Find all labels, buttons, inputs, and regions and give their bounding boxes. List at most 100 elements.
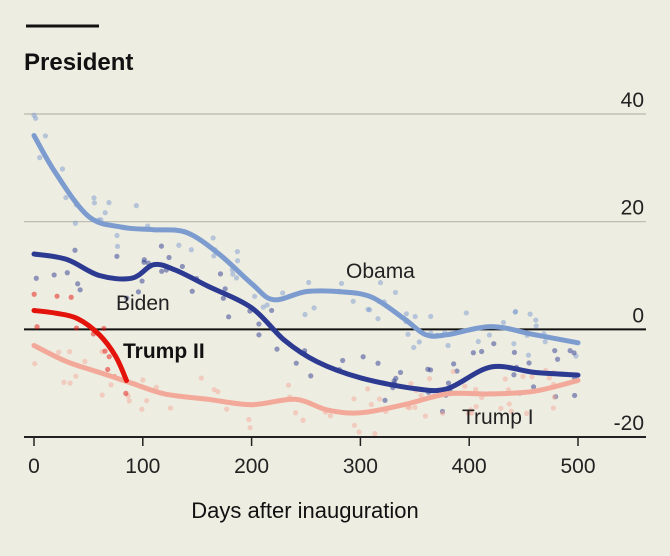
scatter-point (166, 254, 172, 261)
scatter-point (293, 410, 299, 416)
scatter-point (365, 386, 371, 392)
scatter-point (491, 341, 497, 347)
scatter-point (572, 392, 578, 399)
scatter-point (520, 373, 526, 379)
scatter-point (500, 319, 507, 326)
scatter-point (360, 354, 366, 360)
scatter-point (274, 346, 280, 352)
scatter-point (101, 325, 107, 332)
scatter-point (351, 396, 357, 402)
x-tick-labels: 0 100 200 300 400 500 (28, 437, 596, 478)
scatter-point (133, 203, 139, 209)
scatter-point (54, 293, 60, 299)
scatter-point (546, 375, 552, 381)
scatter-point (468, 407, 474, 413)
scatter-point (327, 413, 333, 419)
scatter-point (91, 200, 98, 206)
scatter-point (308, 373, 314, 379)
series-label-trump-i: Trump I (462, 406, 534, 429)
scatter-point (106, 354, 112, 360)
scatter-point (571, 350, 577, 356)
scatter-point (63, 194, 69, 201)
series-line-trump-i (31, 343, 581, 416)
scatter-point (368, 401, 374, 408)
series-line-biden (31, 251, 581, 394)
scatter-point (533, 323, 539, 329)
scatter-point (64, 270, 70, 276)
scatter-points (31, 112, 579, 437)
scatter-point (375, 316, 381, 322)
scatter-point (33, 115, 39, 121)
scatter-point (526, 360, 532, 366)
scatter-point (217, 271, 224, 277)
scatter-point (33, 275, 39, 281)
scatter-point (141, 259, 147, 265)
scatter-point (73, 325, 80, 331)
y-tick-label: 0 (632, 304, 644, 327)
y-tick-label: 20 (621, 197, 644, 220)
scatter-point (114, 243, 121, 249)
scatter-point (226, 314, 232, 320)
scatter-point (91, 195, 97, 201)
scatter-point (159, 268, 165, 274)
scatter-point (397, 369, 404, 376)
scatter-point (51, 272, 57, 278)
scatter-point (311, 305, 317, 311)
scatter-point (542, 339, 548, 345)
scatter-point (230, 271, 236, 277)
scatter-point (351, 422, 358, 428)
scatter-point (411, 344, 417, 351)
scatter-point (233, 275, 240, 281)
scatter-point (405, 331, 411, 337)
scatter-point (426, 375, 433, 382)
scatter-point (234, 249, 241, 255)
scatter-point (524, 410, 530, 416)
scatter-point (139, 406, 145, 412)
scatter-point (440, 410, 446, 416)
series-lines (31, 133, 581, 416)
scatter-point (224, 406, 230, 412)
scatter-point (108, 382, 114, 388)
scatter-point (222, 286, 228, 292)
scatter-point (61, 379, 67, 385)
scatter-point (72, 247, 78, 253)
scatter-point (176, 242, 182, 248)
scatter-point (567, 348, 573, 354)
scatter-point (252, 293, 258, 299)
scatter-point (475, 338, 481, 345)
scatter-point (198, 375, 204, 381)
scatter-point (393, 375, 399, 381)
y-tick-label: -20 (614, 412, 644, 435)
scatter-point (340, 357, 346, 364)
scatter-point (67, 380, 73, 386)
scatter-point (473, 403, 479, 410)
scatter-point (551, 394, 557, 400)
scatter-point (68, 294, 74, 300)
scatter-point (32, 361, 38, 367)
scatter-point (37, 155, 43, 161)
scatter-point (135, 289, 142, 295)
scatter-point (525, 352, 532, 358)
x-tick-label: 300 (343, 455, 378, 478)
scatter-point (77, 287, 83, 293)
scatter-point (140, 377, 146, 383)
scatter-point (247, 425, 253, 431)
scatter-point (473, 386, 479, 393)
series-line-trump-ii (31, 308, 129, 383)
scatter-point (144, 398, 150, 404)
scatter-point (99, 392, 105, 398)
scatter-point (293, 360, 299, 366)
x-tick-label: 100 (125, 455, 160, 478)
scatter-point (470, 350, 476, 356)
scatter-point (246, 416, 252, 423)
gridlines (24, 113, 646, 331)
scatter-point (42, 133, 49, 139)
scatter-point (123, 390, 129, 396)
scatter-point (418, 392, 424, 399)
scatter-point (72, 220, 78, 226)
scatter-point (462, 383, 468, 389)
scatter-point (486, 332, 493, 338)
scatter-point (392, 289, 399, 296)
scatter-point (356, 429, 362, 435)
scatter-point (338, 280, 345, 287)
